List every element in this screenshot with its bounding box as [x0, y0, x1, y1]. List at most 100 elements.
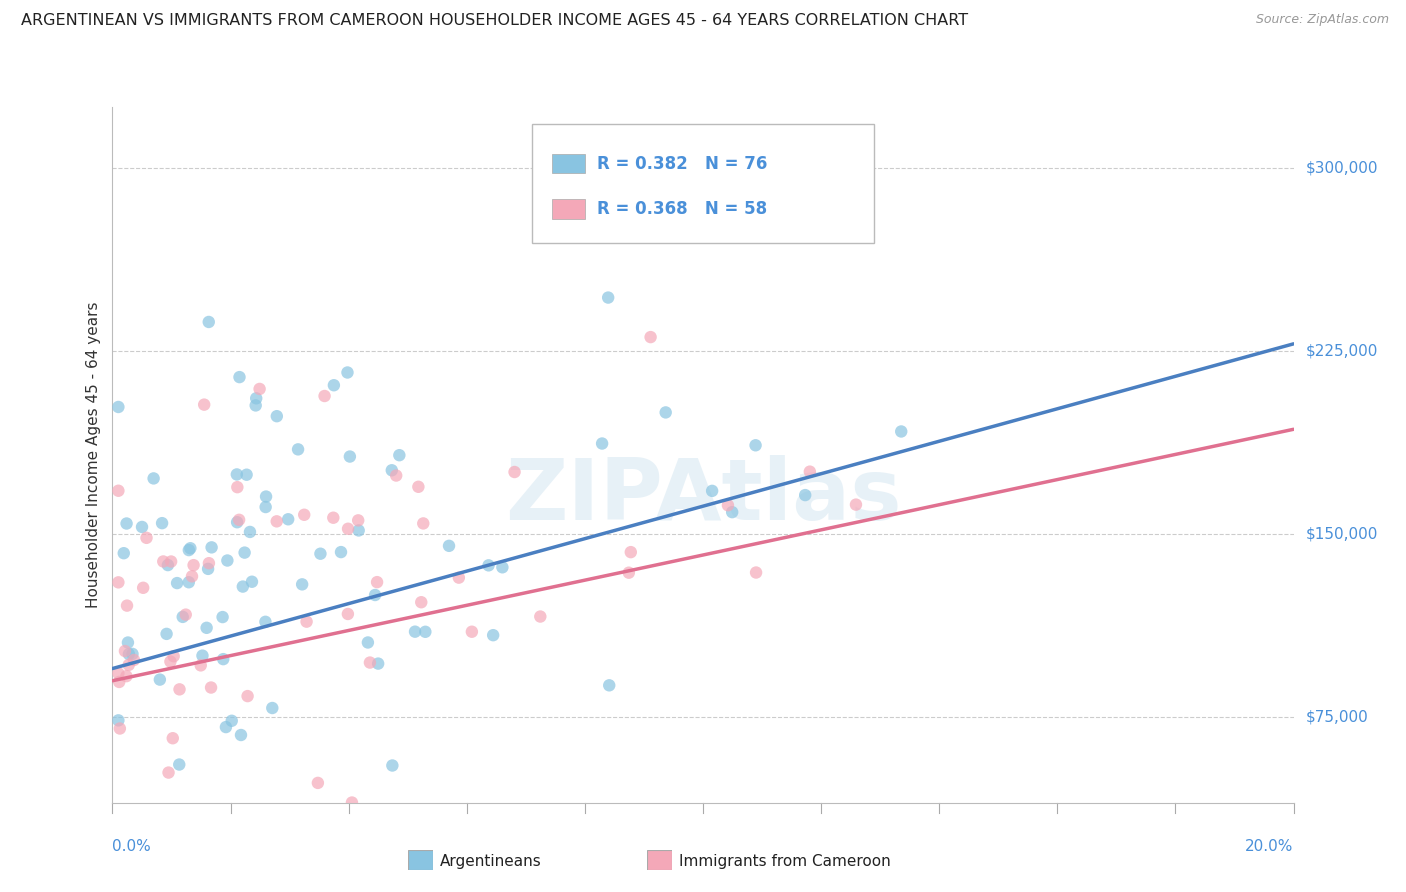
Point: [142, 471, 165, 485]
Point: [322, 378, 344, 392]
Point: [131, 814, 153, 828]
Point: [287, 442, 309, 457]
Point: [482, 628, 505, 642]
Point: [240, 574, 263, 589]
Point: [135, 531, 157, 545]
Point: [197, 315, 219, 329]
Point: [190, 658, 212, 673]
Point: [160, 555, 183, 569]
Point: [477, 558, 499, 573]
Point: [359, 656, 381, 670]
Point: [262, 701, 284, 715]
Point: [163, 649, 186, 664]
Point: [491, 560, 513, 574]
Point: [121, 647, 143, 661]
Point: [347, 513, 370, 527]
Point: [177, 543, 200, 558]
Point: [166, 576, 188, 591]
Point: [152, 554, 174, 568]
Text: R = 0.382   N = 76: R = 0.382 N = 76: [596, 154, 768, 172]
Point: [117, 635, 139, 649]
Point: [617, 566, 640, 580]
Point: [337, 522, 360, 536]
Point: [598, 291, 620, 305]
Point: [291, 577, 314, 591]
Point: [412, 516, 434, 531]
Point: [314, 389, 336, 403]
Point: [172, 610, 194, 624]
Text: Source: ZipAtlas.com: Source: ZipAtlas.com: [1256, 13, 1389, 27]
Point: [367, 657, 389, 671]
Point: [155, 627, 177, 641]
Text: Immigrants from Cameroon: Immigrants from Cameroon: [679, 855, 891, 870]
Point: [232, 580, 254, 594]
Point: [157, 765, 180, 780]
Text: $300,000: $300,000: [1305, 161, 1378, 176]
Point: [112, 546, 135, 560]
Point: [277, 512, 299, 526]
Point: [717, 498, 740, 512]
Point: [336, 366, 359, 380]
Text: $150,000: $150,000: [1305, 527, 1378, 541]
Point: [404, 624, 426, 639]
Point: [381, 758, 404, 772]
Point: [195, 621, 218, 635]
Point: [108, 675, 131, 690]
Point: [197, 562, 219, 576]
Point: [254, 490, 277, 504]
Point: [200, 541, 222, 555]
Point: [503, 465, 526, 479]
Point: [107, 483, 129, 498]
Point: [174, 607, 197, 622]
Point: [415, 624, 437, 639]
Point: [159, 655, 181, 669]
Point: [169, 682, 191, 697]
Point: [167, 757, 190, 772]
Point: [107, 666, 129, 681]
Point: [183, 558, 205, 573]
Point: [131, 520, 153, 534]
Point: [211, 610, 233, 624]
Point: [115, 669, 138, 683]
Point: [245, 399, 267, 413]
Point: [799, 465, 821, 479]
Point: [794, 488, 817, 502]
Point: [437, 539, 460, 553]
Point: [336, 607, 359, 621]
Point: [239, 524, 262, 539]
Point: [309, 547, 332, 561]
Point: [654, 405, 676, 419]
Point: [149, 673, 172, 687]
Point: [366, 575, 388, 590]
Point: [330, 545, 353, 559]
Point: [721, 505, 744, 519]
Point: [620, 545, 643, 559]
Point: [447, 571, 470, 585]
Point: [115, 599, 138, 613]
Point: [191, 648, 214, 663]
Text: 0.0%: 0.0%: [112, 839, 152, 855]
Point: [212, 652, 235, 666]
Point: [340, 796, 363, 810]
Point: [198, 556, 221, 570]
Y-axis label: Householder Income Ages 45 - 64 years: Householder Income Ages 45 - 64 years: [86, 301, 101, 608]
Point: [200, 681, 222, 695]
Point: [744, 438, 766, 452]
Point: [115, 516, 138, 531]
Point: [640, 330, 662, 344]
Point: [118, 657, 141, 672]
Point: [221, 714, 243, 728]
Point: [245, 392, 267, 406]
Point: [162, 731, 184, 746]
Point: [122, 653, 145, 667]
Text: R = 0.368   N = 58: R = 0.368 N = 58: [596, 200, 766, 219]
Point: [156, 558, 179, 573]
Point: [408, 480, 430, 494]
Point: [236, 689, 259, 703]
Point: [461, 624, 484, 639]
Point: [598, 678, 620, 692]
Point: [118, 647, 141, 661]
Point: [132, 581, 155, 595]
Text: ZIPAtlas: ZIPAtlas: [505, 455, 901, 538]
Point: [229, 728, 252, 742]
